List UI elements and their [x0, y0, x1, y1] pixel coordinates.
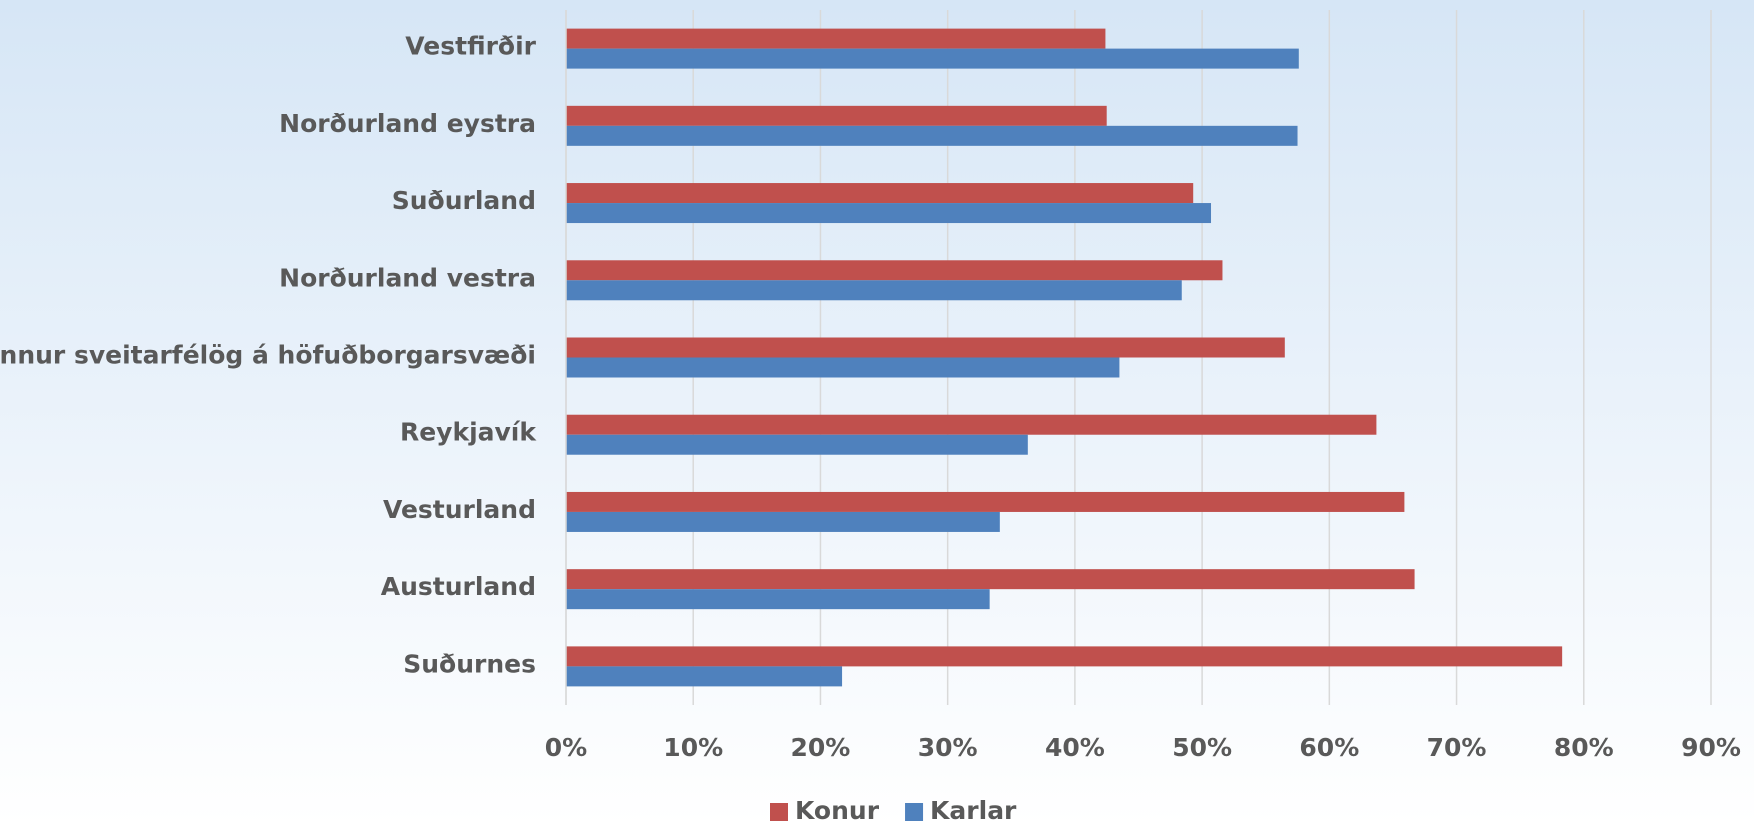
bar [566, 569, 1415, 590]
bar [566, 646, 1563, 667]
y-tick-label: Suðurland [392, 186, 536, 215]
bar [566, 105, 1107, 126]
bar [566, 125, 1298, 146]
legend-label: Karlar [930, 796, 1017, 825]
bar [566, 666, 843, 687]
x-tick-label: 60% [1299, 733, 1359, 762]
x-tick-label: 90% [1681, 733, 1741, 762]
bar [566, 589, 990, 610]
x-tick-label: 70% [1427, 733, 1487, 762]
x-tick-label: 10% [663, 733, 723, 762]
y-tick-label: Vestfirðir [405, 32, 536, 61]
y-tick-label: Norðurland eystra [279, 109, 536, 138]
bar [566, 183, 1194, 204]
bar [566, 414, 1377, 435]
x-tick-label: 30% [918, 733, 978, 762]
y-tick-label: Vesturland [383, 495, 536, 524]
y-tick-label: Austurland [381, 572, 536, 601]
y-tick-label: Suðurnes [403, 649, 536, 678]
bar [566, 511, 1000, 532]
bar [566, 337, 1285, 358]
legend-swatch [770, 803, 788, 821]
y-tick-label: Reykjavík [400, 418, 537, 447]
bar [566, 203, 1212, 224]
x-tick-label: 20% [791, 733, 851, 762]
x-tick-label: 50% [1172, 733, 1232, 762]
y-tick-label: Önnur sveitarfélög á höfuðborgarsvæði [0, 340, 536, 370]
legend-label: Konur [795, 796, 880, 825]
bar [566, 491, 1405, 512]
bar [566, 28, 1106, 49]
bar [566, 357, 1120, 378]
bar [566, 434, 1028, 455]
bar [566, 48, 1299, 69]
x-tick-label: 80% [1554, 733, 1614, 762]
y-tick-label: Norðurland vestra [279, 263, 536, 292]
x-tick-label: 0% [545, 733, 587, 762]
bar [566, 280, 1182, 301]
legend-swatch [905, 803, 924, 821]
x-tick-label: 40% [1045, 733, 1105, 762]
bar [566, 260, 1223, 281]
